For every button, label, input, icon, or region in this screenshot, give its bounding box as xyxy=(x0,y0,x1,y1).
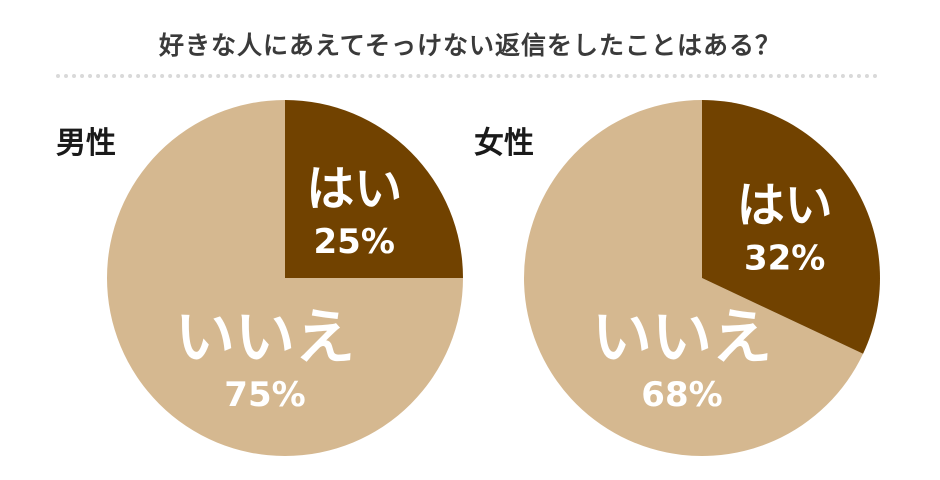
female-yes-name: はい xyxy=(737,178,833,234)
male-yes-value: 25% xyxy=(314,222,395,262)
female-chart-label: 女性 xyxy=(474,126,534,161)
male-chart-label: 男性 xyxy=(56,126,116,161)
female-no-name: いいえ xyxy=(592,303,772,373)
male-yes-slice xyxy=(285,100,463,278)
male-pie-chart: はい 25% いいえ 75% xyxy=(107,100,463,456)
male-yes-name: はい xyxy=(306,161,402,217)
female-yes-slice xyxy=(702,100,880,354)
female-no-slice xyxy=(523,100,864,456)
title-divider xyxy=(56,74,878,78)
female-pie-chart: はい 32% いいえ 68% xyxy=(523,100,880,456)
male-no-value: 75% xyxy=(224,375,305,415)
female-yes-value: 32% xyxy=(744,239,825,279)
page-title: 好きな人にあえてそっけない返信をしたことはある？ xyxy=(158,31,781,60)
male-no-name: いいえ xyxy=(175,303,355,373)
female-no-value: 68% xyxy=(641,375,722,415)
